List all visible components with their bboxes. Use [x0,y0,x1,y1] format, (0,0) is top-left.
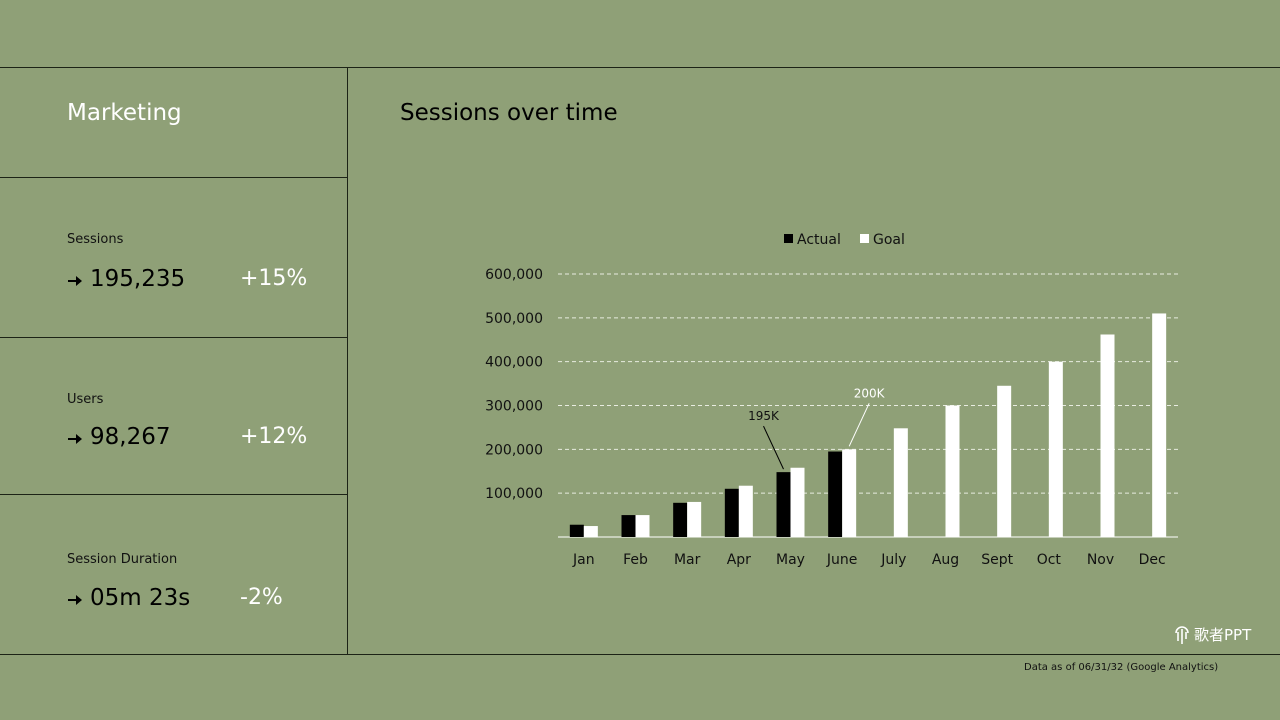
metric-change-session-duration: -2% [240,585,283,610]
metric-value-session-duration: 05m 23s [90,585,191,611]
chart-heading: Sessions over time [400,100,618,126]
metric-session-duration: 05m 23s -2% [67,585,327,615]
waveform-icon [1175,626,1189,644]
bar-goal [790,467,805,537]
legend-label-goal: Goal [873,232,905,248]
x-tick-label: Mar [674,552,701,568]
bar-actual [776,472,791,537]
arrow-right-icon [68,276,82,286]
bar-actual [673,502,688,537]
bar-actual [724,488,739,537]
y-tick-label: 500,000 [485,311,543,327]
bar-goal [1100,334,1115,537]
bar-goal [893,428,908,537]
bar-goal [687,501,702,537]
metric-divider-3 [0,494,347,495]
brand-logo-text: 歌者PPT [1194,626,1252,644]
bar-goal [945,405,960,537]
annotation-label: 195K [748,409,780,423]
metric-value-users: 98,267 [90,424,171,450]
x-tick-label: Sept [981,552,1013,568]
bar-goal [635,515,650,537]
y-tick-label: 200,000 [485,442,543,458]
metric-label-sessions: Sessions [67,232,124,247]
annotation-label: 200K [854,386,886,400]
metric-label-session-duration: Session Duration [67,552,178,567]
y-tick-label: 100,000 [485,486,543,502]
metric-users: 98,267 +12% [67,424,327,454]
y-tick-label: 400,000 [485,355,543,371]
bar-goal [738,485,753,537]
x-tick-label: July [880,552,906,568]
annotation-leader-line [848,403,870,447]
bottom-divider [0,654,1280,655]
y-tick-label: 600,000 [485,267,543,283]
bar-goal [1048,361,1063,537]
bar-actual [828,451,843,537]
legend-swatch-actual [784,234,793,243]
metric-divider-2 [0,337,347,338]
x-tick-label: Dec [1139,552,1166,568]
brand-logo: 歌者PPT [1172,623,1262,645]
annotation-leader-line [763,425,784,470]
y-tick-label: 300,000 [485,399,543,415]
legend-swatch-goal [860,234,869,243]
metric-value-sessions: 195,235 [90,266,186,292]
metric-divider-1 [0,177,347,178]
metric-change-users: +12% [240,424,308,449]
metric-change-sessions: +15% [240,266,308,291]
x-tick-label: Jan [572,552,595,568]
x-tick-label: June [826,552,858,568]
metric-sessions: 195,235 +15% [67,266,327,296]
x-tick-label: Oct [1037,552,1062,568]
section-title: Marketing [67,100,182,126]
data-source-note: Data as of 06/31/32 (Google Analytics) [1024,662,1219,673]
x-tick-label: May [776,552,805,568]
x-tick-label: Nov [1087,552,1114,568]
x-tick-label: Aug [932,552,959,568]
top-divider [0,67,1280,68]
bar-goal [1152,313,1167,537]
sidebar-divider [347,67,348,655]
bar-actual [569,524,584,537]
arrow-right-icon [68,434,82,444]
x-tick-label: Feb [623,552,648,568]
bar-goal [997,385,1012,537]
bar-goal [583,526,598,537]
legend-label-actual: Actual [797,232,841,248]
bar-goal [842,449,857,537]
bar-actual [621,515,636,537]
metric-label-users: Users [67,392,104,407]
arrow-right-icon [68,595,82,605]
x-tick-label: Apr [727,552,751,568]
